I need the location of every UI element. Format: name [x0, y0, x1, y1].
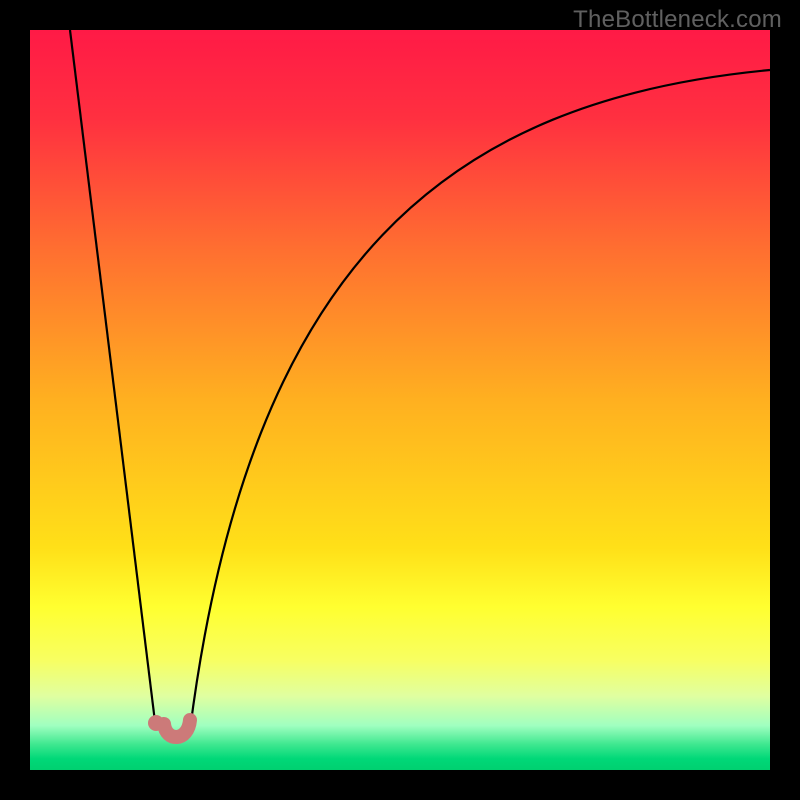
chart-frame: TheBottleneck.com	[0, 0, 800, 800]
bottleneck-chart	[30, 30, 770, 770]
plot-area	[30, 30, 770, 770]
gradient-background	[30, 30, 770, 770]
valley-marker-dot	[148, 715, 164, 731]
